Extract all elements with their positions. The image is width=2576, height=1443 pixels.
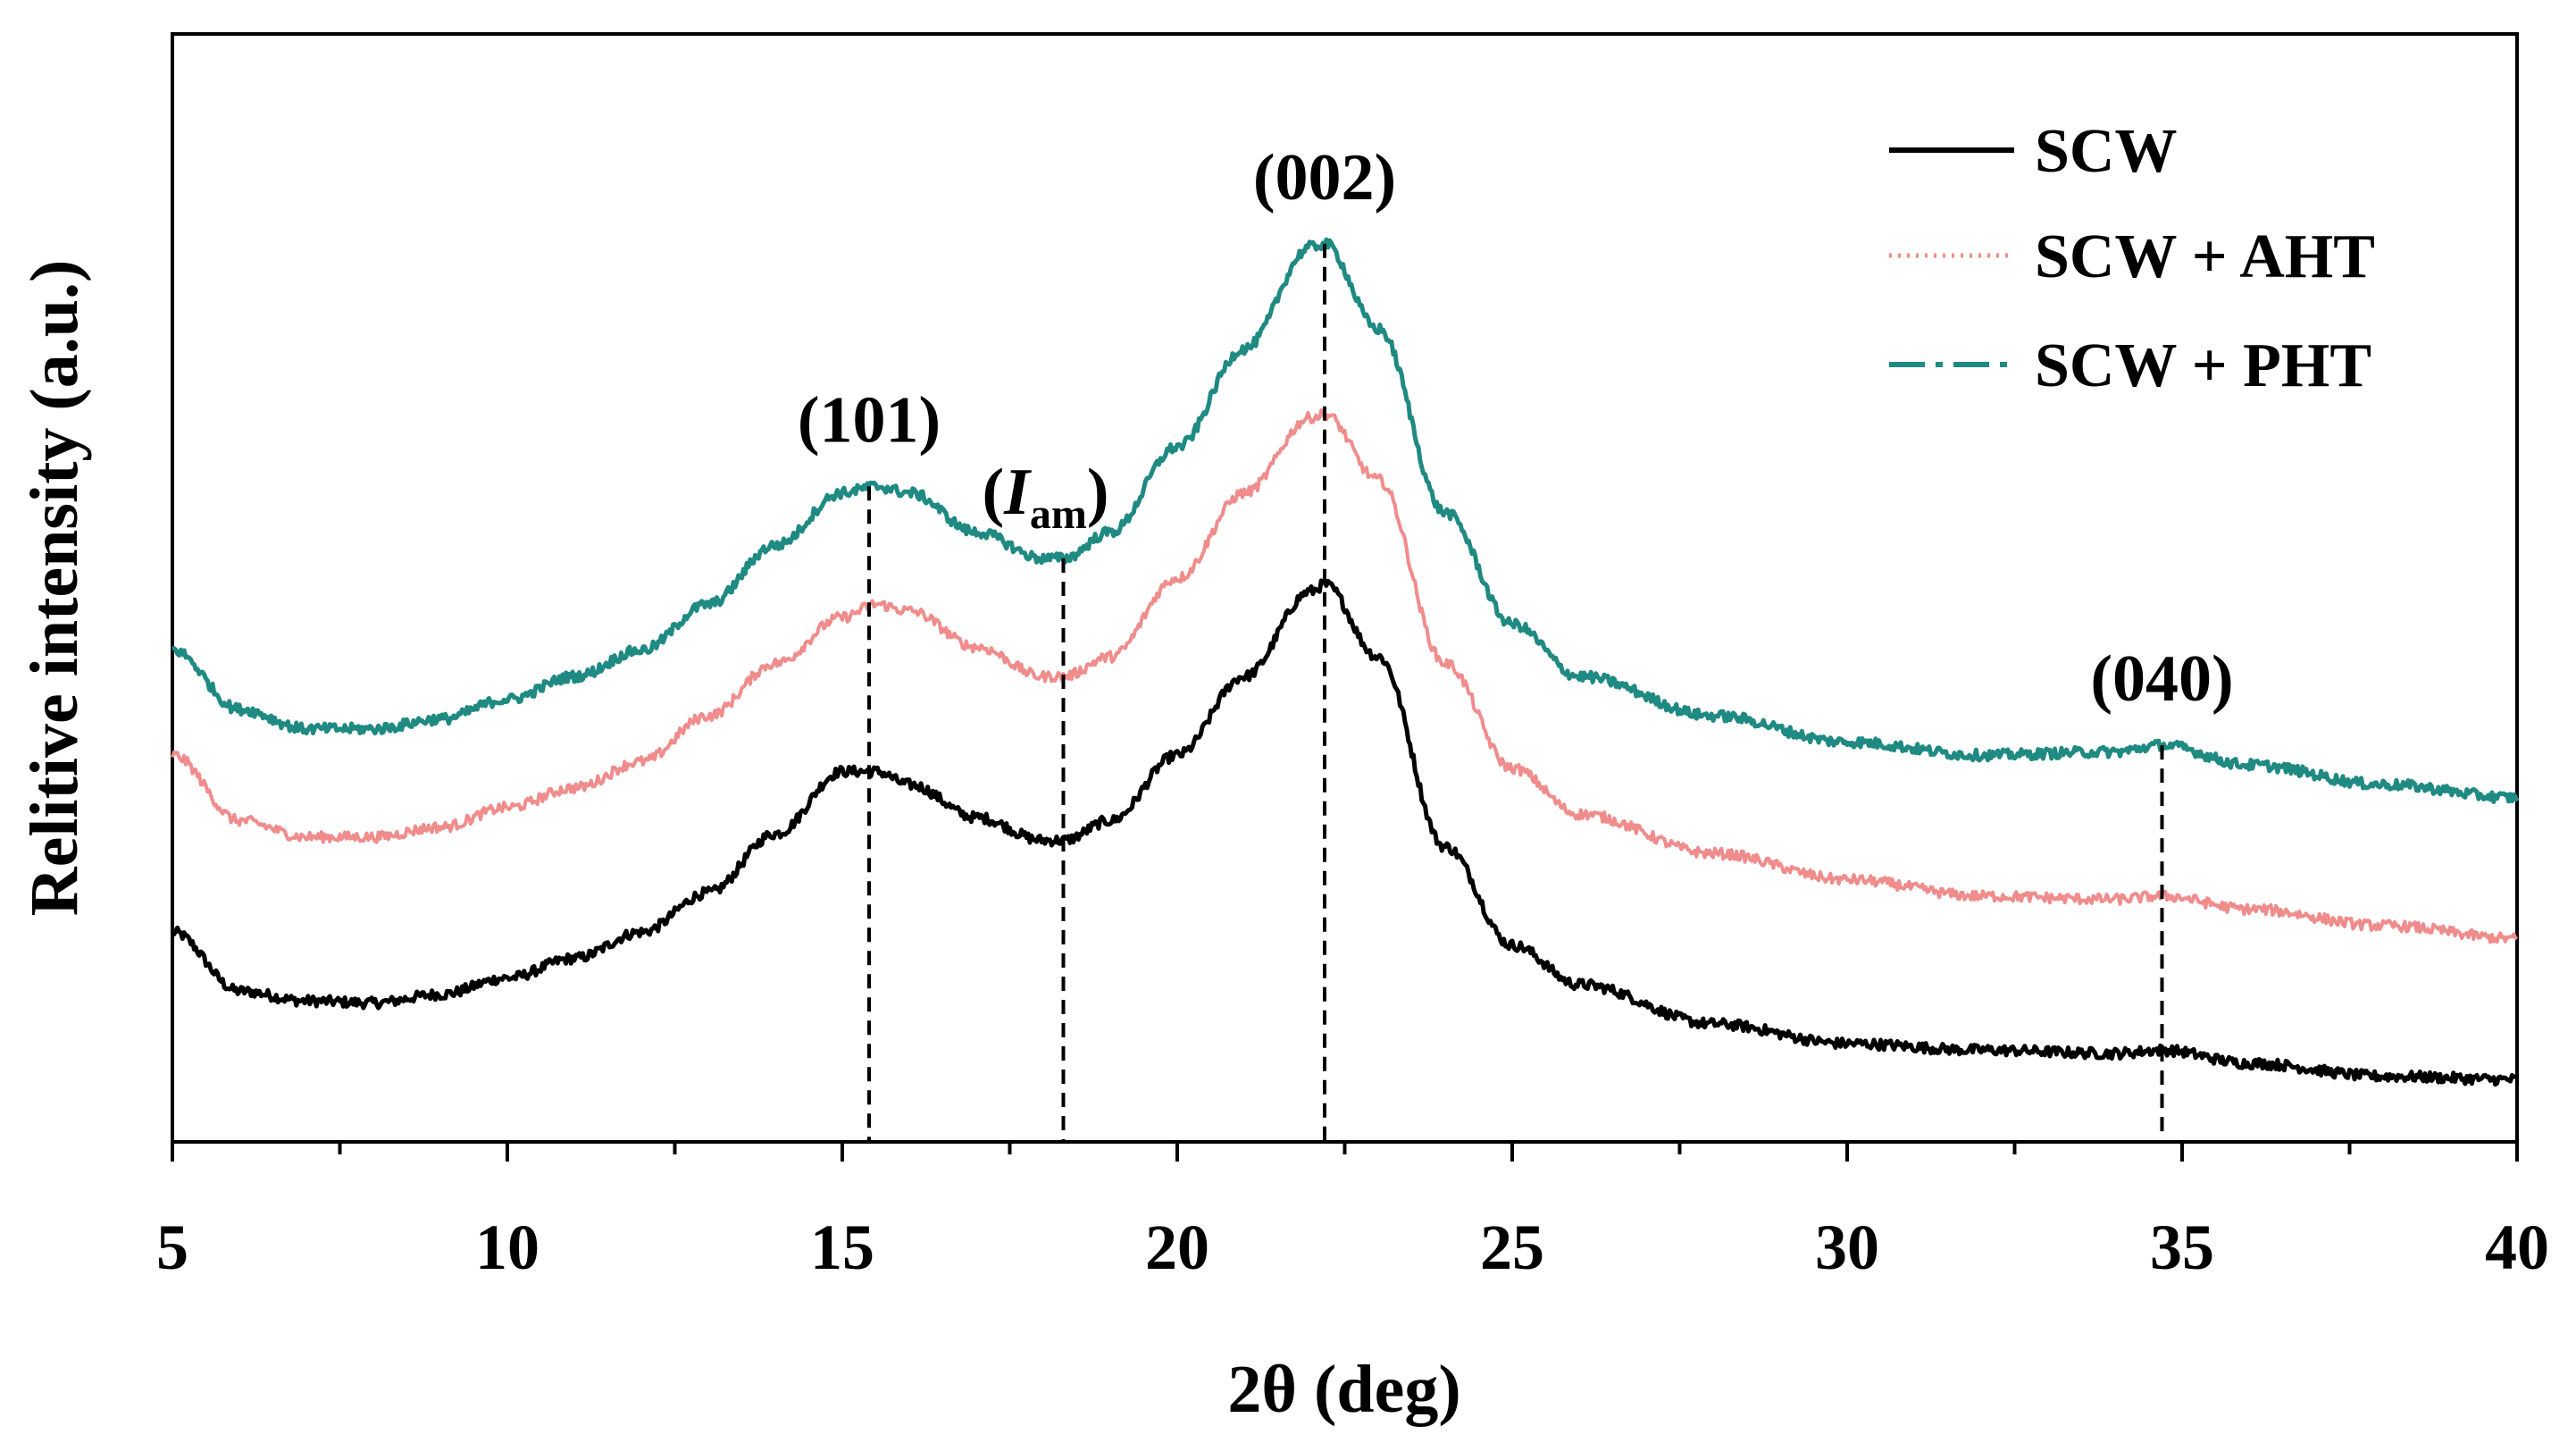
x-axis-ticks xyxy=(171,1142,2519,1162)
series-line-scw-aht xyxy=(171,408,2519,944)
x-tick-label: 40 xyxy=(2485,1212,2549,1283)
peak-label: (040) xyxy=(2090,642,2233,716)
peak-marker-lines xyxy=(867,243,2164,1142)
x-tick-label: 35 xyxy=(2150,1212,2214,1283)
x-tick-label: 20 xyxy=(1145,1212,1209,1283)
peak-label: (002) xyxy=(1253,141,1396,214)
series-line-scw xyxy=(170,578,2518,1087)
legend-label-scw-pht: SCW + PHT xyxy=(2035,331,2371,400)
x-axis-tick-labels: 5 10 15 20 25 30 35 40 xyxy=(156,1212,2549,1283)
peak-annotation-labels: (101) (Iam) (002) (040) xyxy=(798,141,2234,716)
x-tick-label: 15 xyxy=(810,1212,874,1283)
x-tick-label: 30 xyxy=(1815,1212,1879,1283)
series-line-scw-pht xyxy=(171,237,2520,804)
legend-label-scw: SCW xyxy=(2035,117,2177,186)
peak-label-iam: (Iam) xyxy=(982,456,1108,538)
legend: SCW SCW + AHT SCW + PHT xyxy=(1889,117,2375,400)
y-axis-title: Relitive intensity (a.u.) xyxy=(17,260,92,917)
legend-label-scw-aht: SCW + AHT xyxy=(2035,222,2375,291)
x-tick-label: 5 xyxy=(156,1212,188,1283)
x-axis-title: 2θ (deg) xyxy=(1227,1352,1460,1427)
x-tick-label: 25 xyxy=(1480,1212,1544,1283)
series-layer xyxy=(170,237,2520,1087)
peak-label: (101) xyxy=(798,383,941,457)
x-tick-label: 10 xyxy=(475,1212,539,1283)
